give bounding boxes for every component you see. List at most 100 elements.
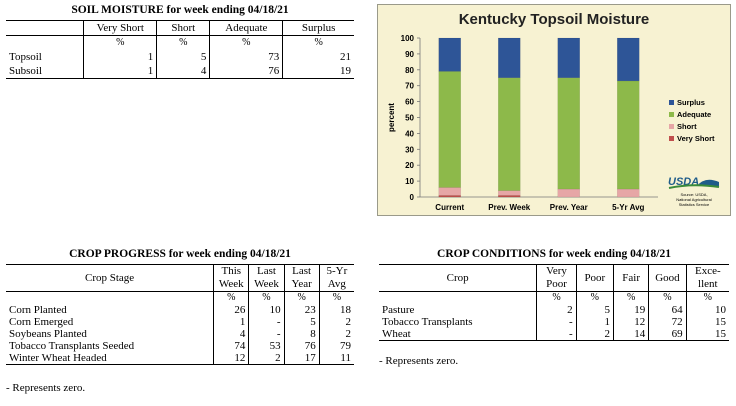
bar-segment-adequate [617,80,640,190]
table-cell: 4 [213,328,249,340]
soil-moisture-header-row: Very Short Short Adequate Surplus [6,20,354,36]
bar-segment-adequate [498,77,521,191]
crop-progress-body: % % % % Corn Planted 26 10 23 18 Corn Em… [6,291,354,365]
unit-cell: % [685,291,729,304]
table-row: Tobacco Transplants - 1 12 72 15 [379,316,729,328]
table-cell: 26 [213,304,249,316]
chart-plot: 0 10 20 30 40 50 60 70 80 90 100 percent Current Prev… [387,34,715,212]
header-line: 5-Yr [326,265,348,277]
header-line: Year [291,278,312,290]
progress-footnote: - Represents zero. [6,382,86,394]
progress-unit-row: % % % % [6,291,354,305]
legend-swatch [669,100,674,105]
soil-col-header-surplus: Surplus [282,20,354,36]
y-tick-label: 100 [401,34,415,43]
table-cell: 19 [282,64,354,79]
unit-cell: % [536,291,577,304]
unit-cell-blank [379,292,537,305]
crop-conditions-title: CROP CONDITIONS for week ending 04/18/21 [437,248,671,260]
y-tick-label: 10 [405,177,414,186]
row-label: Corn Emerged [9,316,74,328]
table-row: Soybeans Planted 4 - 8 2 [6,328,354,340]
bar-segment-short [617,188,640,198]
unit-cell: % [248,291,285,304]
table-row: Subsoil 1 4 76 19 [6,64,354,79]
table-cell: 2 [536,304,577,316]
soil-col-header-short: Short [156,20,210,36]
table-cell: 1 [575,316,614,328]
table-row: Wheat - 2 14 69 15 [379,328,729,341]
table-cell: 74 [213,340,249,352]
table-cell: - [536,328,577,341]
table-cell: 64 [648,304,687,316]
unit-cell: % [648,291,687,304]
progress-col-header-last-year: Last Year [283,264,320,292]
bar-segment-short [498,190,521,196]
legend-label: Short [677,122,697,131]
conditions-header-row: Crop Very Poor Poor Fair Good Exce-llent [379,264,729,292]
logo-field-icon [668,184,720,189]
table-cell: 19 [612,304,649,316]
table-cell: - [248,316,285,328]
legend-swatch [669,112,674,117]
table-cell: 17 [283,352,320,365]
source-line: National Agricultural [676,197,712,202]
soil-unit-row: % % % % [6,35,354,50]
table-cell: 53 [248,340,285,352]
table-row: Pasture 2 5 19 64 10 [379,304,729,316]
y-tick-label: 0 [410,193,415,202]
topsoil-moisture-chart: Kentucky Topsoil Moisture 0 10 20 30 40 50 60 7… [377,4,731,216]
x-tick-label: Prev. Week [488,203,531,212]
legend-label: Adequate [677,110,711,119]
header-line: Very [546,265,567,277]
header-line: Fair [622,271,640,284]
conditions-col-header-very-poor: Very Poor [536,264,577,292]
unit-cell-blank [6,292,214,305]
y-tick-label: 60 [405,98,414,107]
header-line: This [221,265,242,277]
soil-moisture-table: Very Short Short Adequate Surplus % % % … [6,20,354,79]
table-cell: 15 [685,316,729,328]
x-tick-label: Prev. Year [550,203,588,212]
legend-label: Surplus [677,98,705,107]
progress-col-header-5yr-avg: 5-Yr Avg [318,264,354,292]
conditions-col-header-poor: Poor [575,264,614,292]
legend-swatch [669,124,674,129]
table-cell: 10 [685,304,729,316]
header-line: Poor [546,278,567,290]
table-cell: 79 [318,340,354,352]
x-tick-label: 5-Yr Avg [612,203,644,212]
table-cell: 14 [612,328,649,341]
unit-cell: % [612,291,649,304]
table-cell: 2 [248,352,285,365]
unit-cell: % [209,35,283,50]
conditions-col-header-good: Good [648,264,687,292]
conditions-footnote: - Represents zero. [379,355,459,367]
header-line: Last [292,265,312,277]
table-cell: 11 [318,352,354,365]
unit-cell: % [156,35,210,50]
y-tick-label: 20 [405,161,414,170]
table-cell: 76 [209,64,283,79]
bar-segment-surplus [498,37,521,78]
conditions-col-header-fair: Fair [612,264,649,292]
soil-col-header-very-short: Very Short [83,20,157,36]
x-tick-label: Current [435,203,464,212]
table-row: Corn Planted 26 10 23 18 [6,304,354,316]
row-label: Winter Wheat Headed [6,352,214,365]
y-axis-label: percent [387,103,396,132]
y-tick-label: 90 [405,50,414,59]
usda-logo: USDA Source: USDA, National Agricultural St… [667,173,721,211]
table-cell: - [248,328,285,340]
table-cell: - [536,316,577,328]
bar-segment-surplus [557,37,580,78]
unit-cell: % [213,291,249,304]
y-tick-label: 80 [405,66,414,75]
row-label: Tobacco Transplants [382,316,473,328]
bar-segment-very-short [438,195,461,198]
table-cell: 10 [248,304,285,316]
table-cell: 4 [156,64,210,79]
table-cell: 2 [575,328,614,341]
table-cell: 76 [283,340,320,352]
